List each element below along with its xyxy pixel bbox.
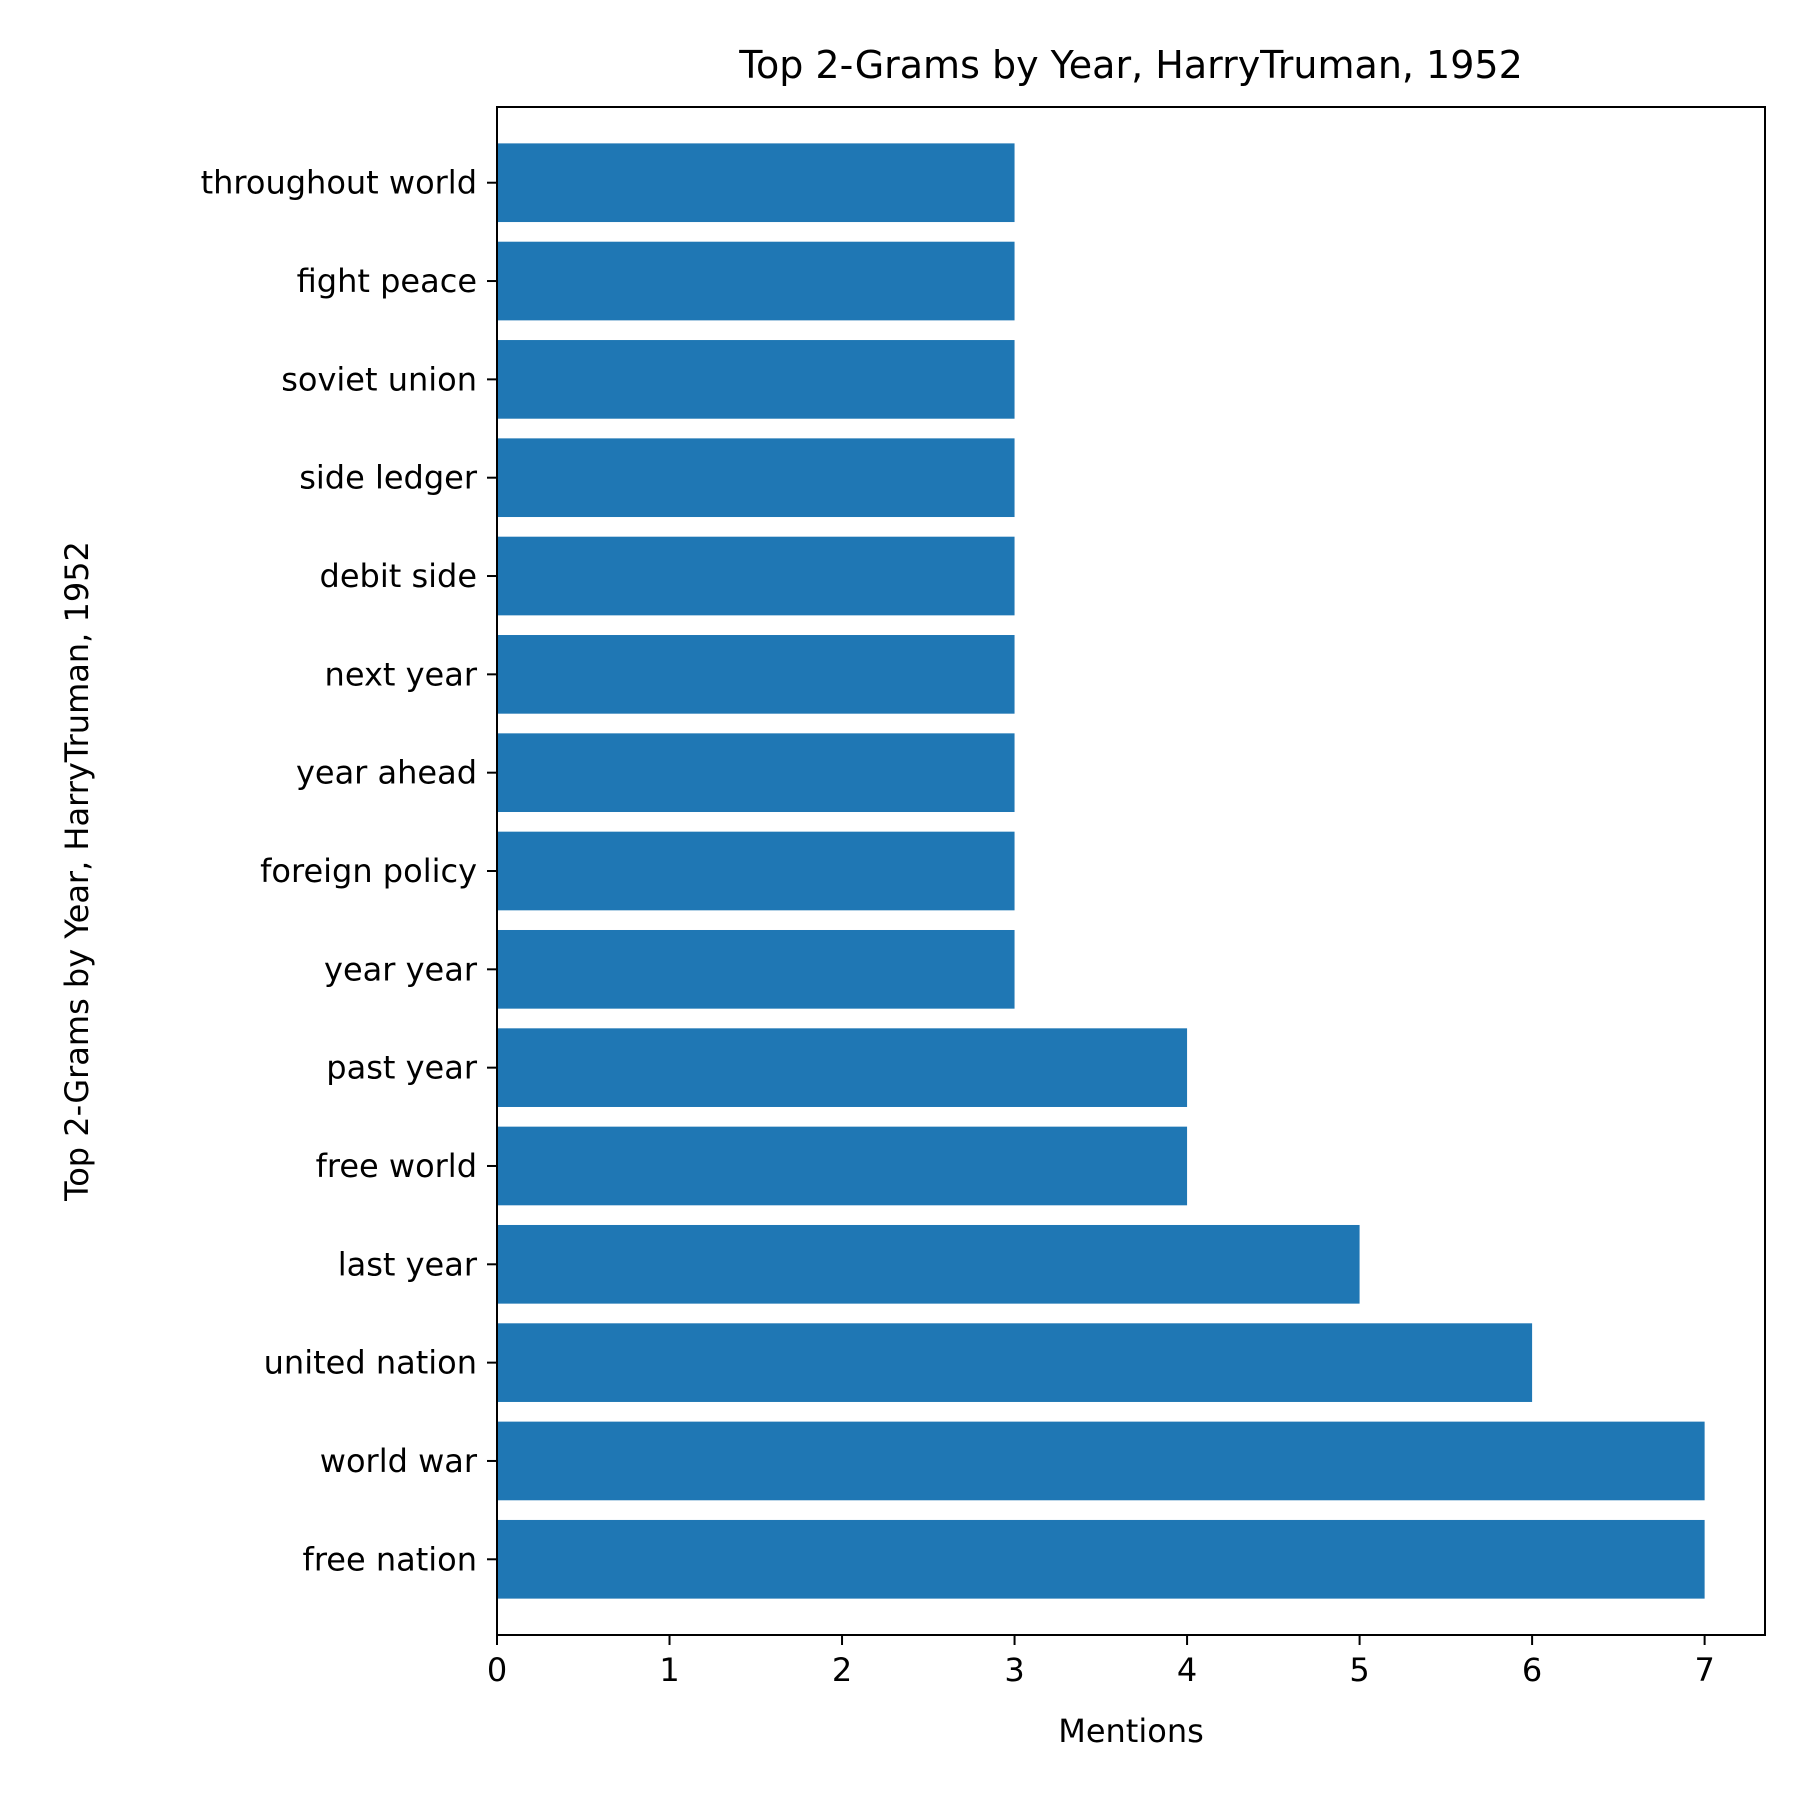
y-tick-label: free nation — [303, 1540, 477, 1578]
y-tick-label: last year — [338, 1245, 478, 1283]
y-tick-label: debit side — [320, 557, 477, 595]
plot-frame — [496, 106, 1766, 1636]
y-tick-label: year ahead — [296, 754, 477, 792]
x-tick-label: 0 — [487, 1651, 507, 1689]
bar-free-nation — [497, 1519, 1705, 1599]
bar-past-year — [497, 1028, 1188, 1107]
y-tick-label: next year — [325, 655, 478, 693]
bar-year-year — [497, 929, 1015, 1009]
y-tick-layer: free nation world war united nation last ye… — [201, 164, 497, 1578]
y-axis-label: Top 2-Grams by Year, HarryTruman, 1952 — [58, 541, 96, 1202]
x-tick-label: 5 — [1349, 1651, 1369, 1689]
bar-united-nation — [497, 1323, 1533, 1402]
y-tick-label: year year — [324, 950, 478, 988]
bar-foreign-policy — [497, 831, 1015, 911]
y-tick-label: side ledger — [299, 459, 478, 497]
y-tick-label: fight peace — [297, 262, 477, 300]
bars-layer — [497, 143, 1705, 1599]
bar-fight-peace — [497, 241, 1015, 321]
y-tick-label: throughout world — [201, 164, 477, 202]
x-tick-label: 7 — [1694, 1651, 1714, 1689]
chart-title: Top 2-Grams by Year, HarryTruman, 1952 — [738, 43, 1523, 87]
x-tick-label: 6 — [1522, 1651, 1542, 1689]
bar-world-war — [497, 1421, 1705, 1501]
bar-free-world — [497, 1126, 1188, 1206]
x-tick-label: 2 — [832, 1651, 852, 1689]
bar-last-year — [497, 1224, 1360, 1304]
y-tick-label: world war — [320, 1442, 478, 1480]
bar-side-ledger — [497, 438, 1015, 518]
bar-soviet-union — [497, 340, 1015, 419]
x-tick-label: 4 — [1177, 1651, 1197, 1689]
y-tick-label: free world — [316, 1147, 477, 1185]
bar-throughout-world — [497, 143, 1015, 223]
x-axis-label: Mentions — [1058, 1712, 1204, 1750]
x-tick-label: 1 — [659, 1651, 679, 1689]
y-tick-label: soviet union — [281, 360, 477, 398]
bar-year-ahead — [497, 733, 1015, 813]
x-tick-layer: 0 1 2 3 4 5 6 7 — [487, 1635, 1715, 1689]
y-tick-label: foreign policy — [260, 852, 477, 890]
y-tick-label: past year — [326, 1049, 478, 1087]
bar-next-year — [497, 635, 1015, 714]
y-tick-label: united nation — [264, 1344, 477, 1382]
x-tick-label: 3 — [1004, 1651, 1024, 1689]
bar-debit-side — [497, 536, 1015, 616]
